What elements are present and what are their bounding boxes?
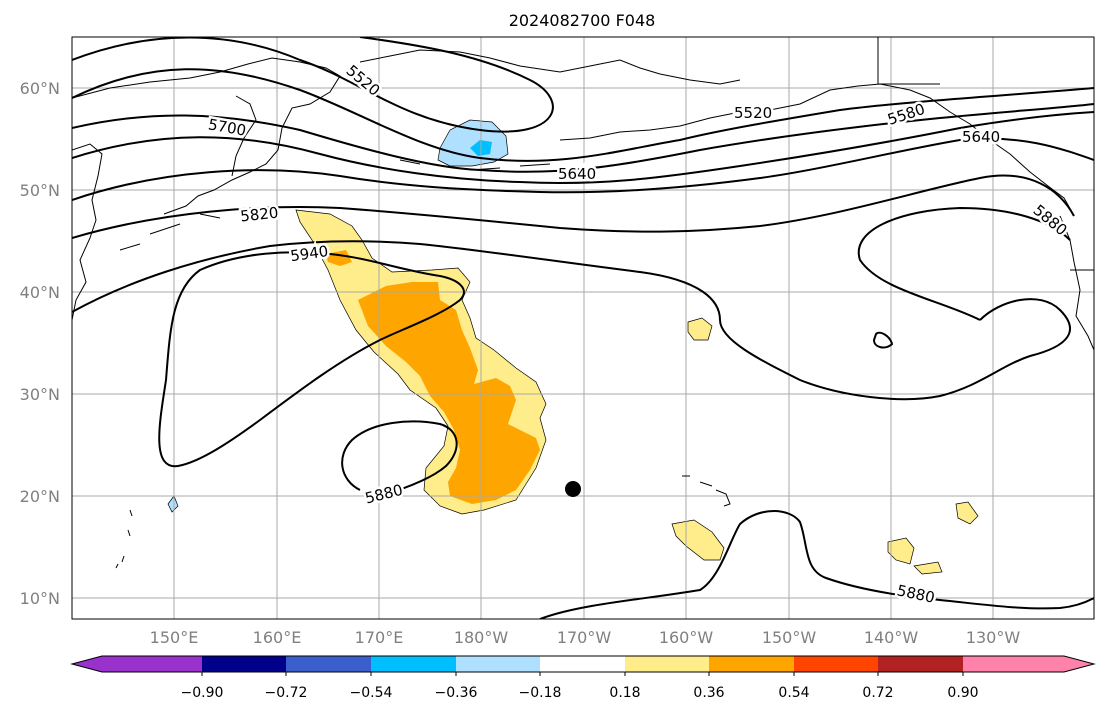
colorbar-segment [371, 656, 456, 672]
lon-label: 170°W [557, 628, 612, 647]
lat-label: 50°N [20, 181, 60, 200]
colorbar-segment [202, 656, 286, 672]
lon-label: 160°W [659, 628, 714, 647]
colorbar-segment [963, 656, 1094, 672]
contour-label: 5520 [734, 104, 772, 122]
colorbar-tick-label: −0.18 [519, 685, 562, 701]
colorbar-tick-label: 0.36 [693, 685, 724, 701]
colorbar-segment [72, 656, 202, 672]
lat-label: 60°N [20, 79, 60, 98]
colorbar-ticks: −0.90 −0.72 −0.54 −0.36 −0.18 0.18 0.36 … [181, 685, 979, 701]
lon-label: 160°E [253, 628, 302, 647]
colorbar-segments [70, 655, 1096, 676]
colorbar-tick-label: 0.54 [778, 685, 809, 701]
colorbar-segment [625, 656, 709, 672]
lat-label: 20°N [20, 487, 60, 506]
lon-label: 130°W [966, 628, 1021, 647]
lat-label: 40°N [20, 283, 60, 302]
colorbar-tick-label: 0.90 [947, 685, 978, 701]
contour-label: 5640 [962, 128, 1000, 146]
graticule [72, 37, 1094, 619]
colorbar-tick-label: 0.72 [862, 685, 893, 701]
lon-label: 140°W [864, 628, 919, 647]
coastlines [72, 37, 1094, 569]
colorbar-segment [709, 656, 794, 672]
colorbar-outline [70, 655, 1096, 673]
lat-label: 30°N [20, 385, 60, 404]
colorbar-segment [540, 656, 625, 672]
colorbar: −0.90 −0.72 −0.54 −0.36 −0.18 0.18 0.36 … [70, 655, 1096, 701]
lat-label: 10°N [20, 589, 60, 608]
latitude-labels: 60°N 50°N 40°N 30°N 20°N 10°N [20, 79, 60, 608]
height-contours [72, 37, 1094, 619]
map-title: 2024082700 F048 [509, 11, 656, 30]
lon-label: 170°E [355, 628, 404, 647]
anomaly-fill-positive [295, 209, 979, 575]
storm-center-marker [565, 481, 581, 497]
colorbar-segment [878, 656, 963, 672]
colorbar-tick-label: −0.54 [350, 685, 393, 701]
contour-label: 5880 [363, 481, 404, 508]
lon-label: 150°W [762, 628, 817, 647]
contour-label: 5820 [239, 204, 279, 226]
colorbar-tick-label: −0.72 [265, 685, 308, 701]
colorbar-tick-label: 0.18 [609, 685, 640, 701]
colorbar-segment [456, 656, 540, 672]
lon-label: 180°W [454, 628, 509, 647]
colorbar-tick-label: −0.90 [181, 685, 224, 701]
colorbar-segment [794, 656, 878, 672]
map-frame [71, 36, 1095, 620]
colorbar-tick-label: −0.36 [435, 685, 478, 701]
lon-label: 150°E [150, 628, 199, 647]
longitude-labels: 150°E 160°E 170°E 180°W 170°W 160°W 150°… [150, 628, 1021, 647]
colorbar-segment [286, 656, 371, 672]
contour-label: 5880 [895, 581, 936, 607]
contour-label: 5640 [558, 165, 596, 183]
